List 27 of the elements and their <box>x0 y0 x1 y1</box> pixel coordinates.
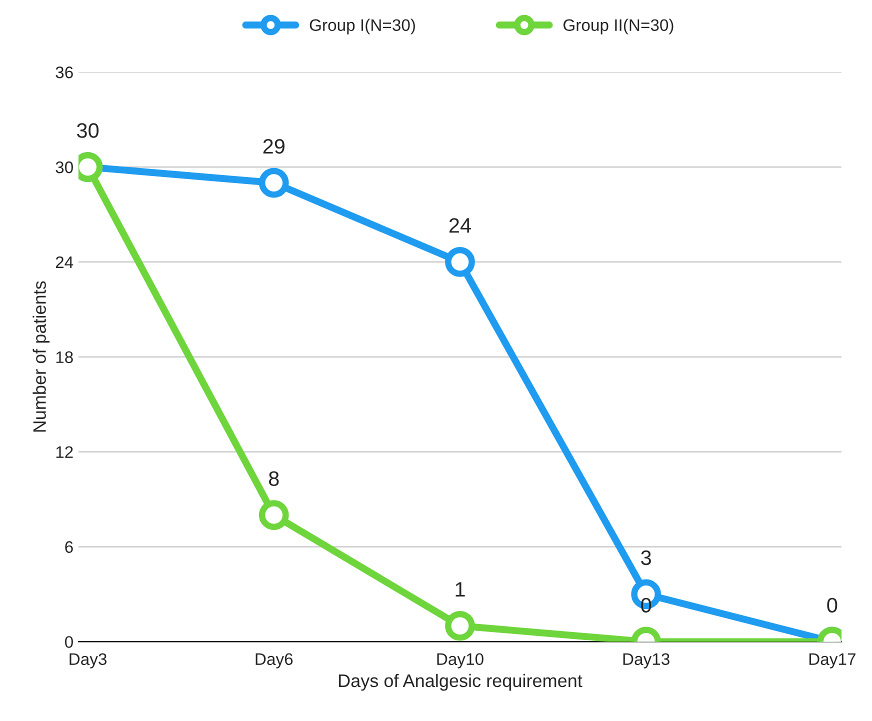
x-tick-label: Day3 <box>70 653 107 668</box>
x-tick-label: Day10 <box>437 653 484 668</box>
y-tick-label: 36 <box>56 66 73 78</box>
legend-label: Group II(N=30) <box>564 18 674 34</box>
x-axis-title: Days of Analgesic requirement <box>339 674 582 691</box>
x-tick-label: Day13 <box>623 653 670 668</box>
point <box>445 247 475 277</box>
data-label: 29 <box>263 138 284 154</box>
y-tick-label: 18 <box>56 351 73 364</box>
y-tick-label: 0 <box>65 636 73 648</box>
data-label: 0 <box>827 598 838 613</box>
x-tick-label: Day17 <box>809 653 856 668</box>
point <box>258 500 289 530</box>
y-tick-label: 12 <box>56 446 73 458</box>
y-tick-label: 24 <box>56 256 74 268</box>
y-axis-title: Number of patients <box>32 281 50 432</box>
y-tick-label: 30 <box>56 161 73 174</box>
point <box>445 610 475 641</box>
y-tick-label: 6 <box>65 541 73 553</box>
data-label: 3 <box>641 550 651 566</box>
legend-label: Group I(N=30) <box>310 18 415 34</box>
data-label: 30 <box>76 123 99 138</box>
data-label: 24 <box>449 218 471 233</box>
point <box>258 168 289 198</box>
data-label: 1 <box>456 582 465 597</box>
x-tick-label: Day6 <box>256 653 293 668</box>
data-label: 8 <box>268 471 279 486</box>
